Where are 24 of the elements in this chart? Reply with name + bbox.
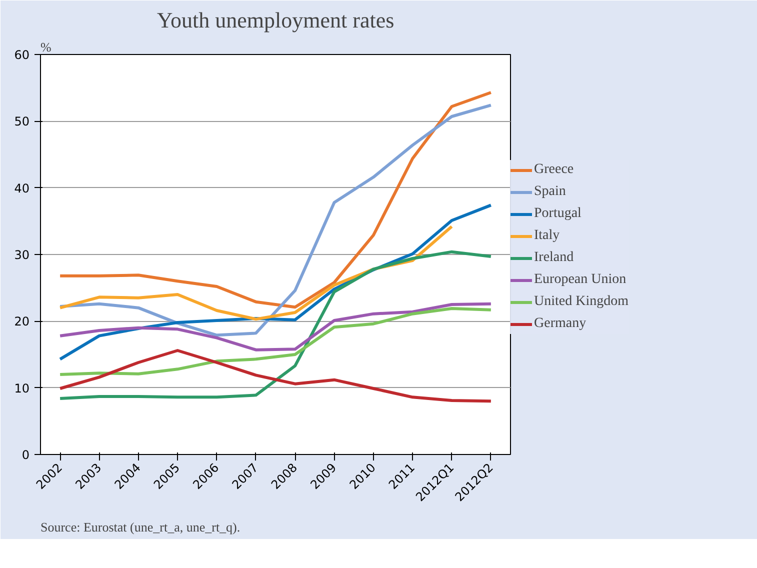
legend-label: Germany: [534, 316, 586, 332]
line-series: [58, 302, 492, 352]
line-series: [58, 104, 492, 337]
line-series: [58, 91, 492, 309]
y-tick-label: 20: [14, 314, 30, 329]
line-series: [58, 307, 492, 376]
y-tick-label: 10: [14, 381, 30, 396]
line-series: [58, 349, 492, 403]
y-tick-label: 40: [14, 181, 30, 196]
legend-label: Italy: [534, 228, 560, 244]
chart-title: Youth unemployment rates: [156, 8, 394, 32]
legend-label: Ireland: [534, 250, 574, 266]
y-axis-title: %: [40, 40, 52, 54]
legend-label: Spain: [534, 184, 566, 200]
legend-label: Greece: [534, 162, 574, 178]
legend-label: United Kingdom: [534, 294, 628, 310]
source-note: Source: Eurostat (une_rt_a, une_rt_q).: [40, 520, 240, 534]
y-tick-label: 30: [14, 248, 30, 262]
line-series: [58, 250, 492, 400]
y-tick-label: 50: [14, 114, 30, 129]
y-tick-label: 0: [22, 448, 30, 462]
legend-label: European Union: [534, 272, 626, 288]
y-tick-label: 60: [14, 48, 30, 62]
legend-label: Portugal: [534, 206, 582, 222]
